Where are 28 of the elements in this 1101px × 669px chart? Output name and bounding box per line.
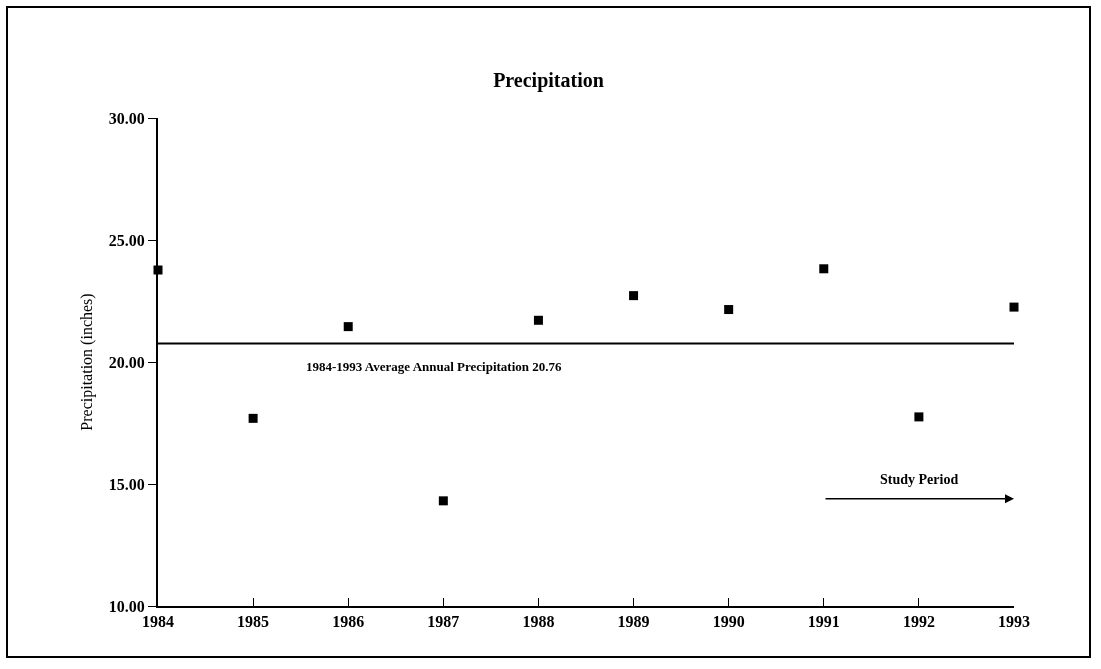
point [724,305,734,315]
x-tick-label: 1985 [237,613,270,631]
y-tick-label: 30.00 [108,109,145,127]
y-tick-label: 25.00 [108,231,145,249]
point [1009,302,1019,312]
point [438,496,448,506]
y-tick-label: 10.00 [108,597,145,615]
x-tick-label: 1990 [712,613,745,631]
x-tick-label: 1987 [427,613,460,631]
y-axis-title: Precipitation (inches) [78,293,97,431]
ref-line-label: 1984-1993 Average Annual Precipitation 20.76 [306,359,563,374]
x-tick-label: 1991 [807,613,840,631]
x-tick-label: 1989 [617,613,650,631]
x-tick-label: 1986 [332,613,365,631]
x-tick-label: 1992 [902,613,935,631]
point [248,413,258,423]
annotation: Study Period [880,472,959,487]
y-tick-label: 20.00 [108,353,145,371]
point [533,315,543,325]
x-tick-label: 1993 [998,613,1030,631]
point [343,322,353,332]
x-tick-label: 1984 [142,613,174,631]
chart-title: Precipitation [493,68,604,92]
point [914,412,924,422]
y-tick-label: 15.00 [108,475,145,493]
point [819,264,829,274]
x-tick-label: 1988 [522,613,555,631]
point [629,291,639,301]
